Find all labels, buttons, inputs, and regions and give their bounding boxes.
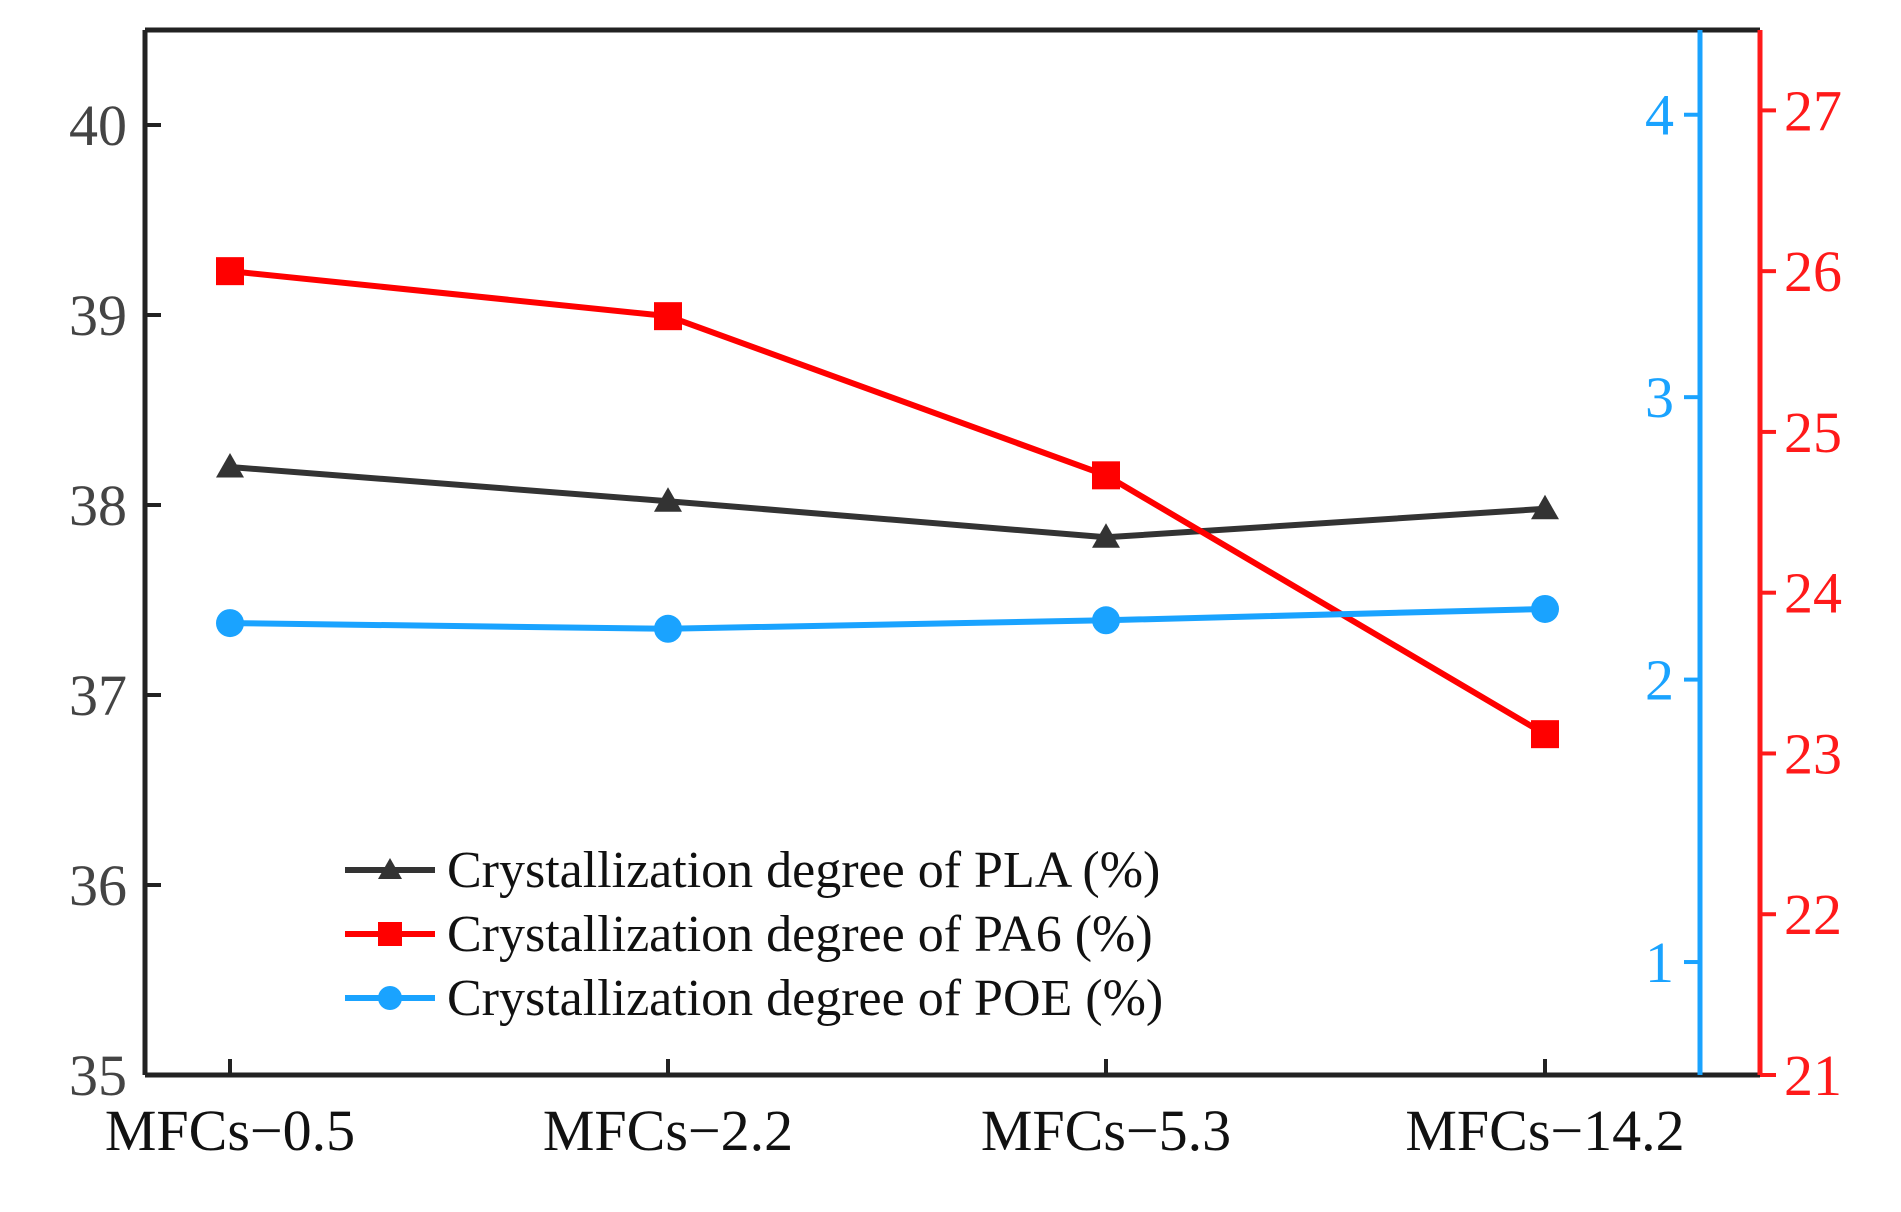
data-point-circle bbox=[1531, 594, 1559, 623]
data-point-circle bbox=[1092, 606, 1120, 635]
legend-label: Crystallization degree of PA6 (%) bbox=[447, 906, 1153, 963]
series-line-square bbox=[229, 268, 1547, 737]
legend-marker-triangle bbox=[378, 858, 402, 879]
x-tick-label: MFCs−2.2 bbox=[543, 1098, 793, 1163]
x-tick-label: MFCs−5.3 bbox=[981, 1098, 1231, 1163]
red-tick-label: 21 bbox=[1784, 1043, 1842, 1108]
data-point-square bbox=[216, 257, 244, 286]
red-tick-label: 24 bbox=[1784, 561, 1842, 626]
blue-tick-label: 1 bbox=[1645, 930, 1674, 995]
x-tick-label: MFCs−0.5 bbox=[105, 1098, 355, 1163]
data-point-triangle bbox=[654, 487, 682, 512]
legend-label: Crystallization degree of PLA (%) bbox=[447, 842, 1160, 899]
left-tick-label: 39 bbox=[69, 283, 127, 348]
legend-marker-square bbox=[378, 922, 402, 946]
left-tick-label: 36 bbox=[69, 853, 127, 918]
data-point-square bbox=[1092, 461, 1120, 490]
left-tick-label: 40 bbox=[69, 93, 127, 158]
left-tick-label: 37 bbox=[69, 663, 127, 728]
left-tick-label: 38 bbox=[69, 473, 127, 538]
data-point-square bbox=[654, 302, 682, 331]
series-line-circle bbox=[229, 605, 1546, 632]
data-point-triangle bbox=[216, 453, 244, 478]
red-tick-label: 25 bbox=[1784, 400, 1842, 465]
blue-tick-label: 3 bbox=[1645, 365, 1674, 430]
x-tick-label: MFCs−14.2 bbox=[1405, 1098, 1684, 1163]
data-point-circle bbox=[216, 609, 244, 638]
legend: Crystallization degree of PLA (%) Crystal… bbox=[345, 842, 1163, 1027]
legend-marker-circle bbox=[378, 986, 402, 1010]
left-tick-label: 35 bbox=[69, 1043, 127, 1108]
blue-tick-label: 4 bbox=[1645, 83, 1674, 148]
red-tick-label: 27 bbox=[1784, 78, 1842, 143]
series-line-triangle bbox=[229, 464, 1546, 541]
data-point-triangle bbox=[1092, 523, 1120, 548]
red-tick-label: 23 bbox=[1784, 721, 1842, 786]
red-tick-label: 22 bbox=[1784, 882, 1842, 947]
data-point-circle bbox=[654, 614, 682, 643]
series-layer bbox=[216, 257, 1559, 749]
legend-label: Crystallization degree of POE (%) bbox=[447, 970, 1163, 1027]
data-point-triangle bbox=[1531, 494, 1559, 520]
data-point-square bbox=[1531, 720, 1559, 749]
red-tick-label: 26 bbox=[1784, 239, 1842, 304]
blue-tick-label: 2 bbox=[1645, 648, 1674, 713]
